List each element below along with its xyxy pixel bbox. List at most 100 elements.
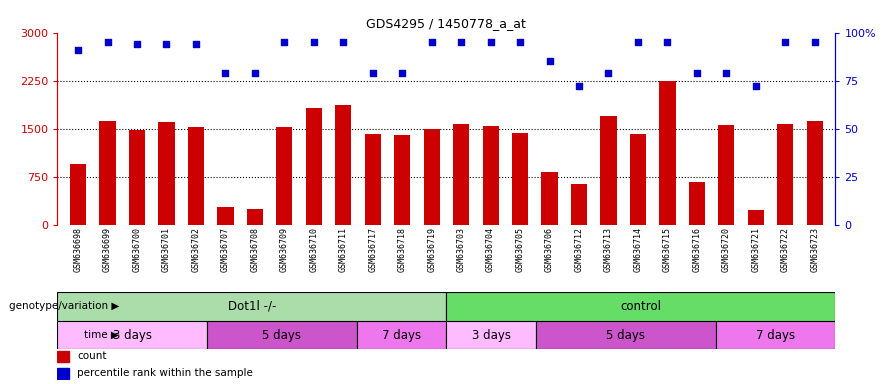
Text: GSM636704: GSM636704	[486, 227, 495, 271]
Text: GSM636722: GSM636722	[781, 227, 789, 271]
Text: 5 days: 5 days	[606, 329, 645, 341]
Bar	[716, 321, 835, 349]
Text: GSM636717: GSM636717	[369, 227, 377, 271]
Bar	[777, 124, 794, 225]
Point	[395, 70, 409, 76]
Point	[218, 70, 232, 76]
Text: GSM636720: GSM636720	[722, 227, 731, 271]
Text: GSM636701: GSM636701	[162, 227, 171, 271]
Text: GSM636716: GSM636716	[692, 227, 701, 271]
Bar	[537, 321, 716, 349]
Bar	[807, 121, 823, 225]
Text: genotype/variation ▶: genotype/variation ▶	[9, 301, 119, 311]
Text: 7 days: 7 days	[382, 329, 421, 341]
Text: GSM636699: GSM636699	[103, 227, 112, 271]
Bar	[689, 182, 705, 225]
Point	[248, 70, 262, 76]
Bar	[57, 368, 69, 379]
Bar	[70, 164, 86, 225]
Point	[366, 70, 380, 76]
Point	[189, 41, 203, 47]
Bar	[446, 292, 835, 321]
Text: 3 days: 3 days	[113, 329, 152, 341]
Point	[572, 83, 586, 89]
Point	[543, 58, 557, 65]
Bar	[335, 105, 352, 225]
Text: percentile rank within the sample: percentile rank within the sample	[77, 368, 253, 378]
Text: GSM636706: GSM636706	[545, 227, 554, 271]
Text: GSM636709: GSM636709	[280, 227, 289, 271]
Text: GSM636708: GSM636708	[250, 227, 259, 271]
Text: count: count	[77, 351, 106, 361]
Bar	[659, 81, 675, 225]
Bar	[512, 133, 529, 225]
Point	[660, 39, 674, 45]
Text: GSM636712: GSM636712	[575, 227, 583, 271]
Point	[101, 39, 115, 45]
Point	[631, 39, 645, 45]
Text: GSM636711: GSM636711	[339, 227, 347, 271]
Text: GSM636714: GSM636714	[634, 227, 643, 271]
Text: 7 days: 7 days	[756, 329, 795, 341]
Bar	[630, 134, 646, 225]
Bar	[99, 121, 116, 225]
Bar	[306, 108, 322, 225]
Text: GSM636707: GSM636707	[221, 227, 230, 271]
Bar	[446, 321, 537, 349]
Point	[336, 39, 350, 45]
Text: GSM636721: GSM636721	[751, 227, 760, 271]
Point	[424, 39, 438, 45]
Text: control: control	[621, 300, 661, 313]
Point	[159, 41, 173, 47]
Text: GSM636713: GSM636713	[604, 227, 613, 271]
Bar	[57, 351, 69, 362]
Bar	[364, 134, 381, 225]
Point	[71, 47, 85, 53]
Bar	[57, 292, 446, 321]
Text: Dot1l -/-: Dot1l -/-	[228, 300, 276, 313]
Text: GSM636715: GSM636715	[663, 227, 672, 271]
Bar	[394, 135, 410, 225]
Text: GSM636719: GSM636719	[427, 227, 436, 271]
Point	[690, 70, 704, 76]
Bar	[571, 184, 587, 225]
Bar	[356, 321, 446, 349]
Title: GDS4295 / 1450778_a_at: GDS4295 / 1450778_a_at	[367, 17, 526, 30]
Bar	[129, 130, 145, 225]
Text: 5 days: 5 days	[263, 329, 301, 341]
Text: GSM636702: GSM636702	[192, 227, 201, 271]
Text: GSM636700: GSM636700	[133, 227, 141, 271]
Point	[454, 39, 469, 45]
Text: GSM636718: GSM636718	[398, 227, 407, 271]
Point	[513, 39, 527, 45]
Bar	[600, 116, 617, 225]
Text: GSM636705: GSM636705	[515, 227, 524, 271]
Bar	[719, 125, 735, 225]
Text: GSM636703: GSM636703	[457, 227, 466, 271]
Text: 3 days: 3 days	[472, 329, 511, 341]
Bar	[247, 209, 263, 225]
Point	[130, 41, 144, 47]
Point	[749, 83, 763, 89]
Text: GSM636698: GSM636698	[73, 227, 82, 271]
Text: time ▶: time ▶	[85, 330, 119, 340]
Point	[307, 39, 321, 45]
Point	[720, 70, 734, 76]
Bar	[483, 126, 499, 225]
Point	[601, 70, 615, 76]
Bar	[158, 122, 175, 225]
Bar	[217, 207, 233, 225]
Point	[778, 39, 792, 45]
Text: GSM636723: GSM636723	[811, 227, 819, 271]
Point	[808, 39, 822, 45]
Bar	[207, 321, 356, 349]
Bar	[541, 172, 558, 225]
Point	[278, 39, 292, 45]
Bar	[187, 127, 204, 225]
Bar	[748, 210, 764, 225]
Point	[484, 39, 498, 45]
Bar	[423, 129, 440, 225]
Bar	[453, 124, 469, 225]
Bar	[276, 127, 293, 225]
Bar	[57, 321, 207, 349]
